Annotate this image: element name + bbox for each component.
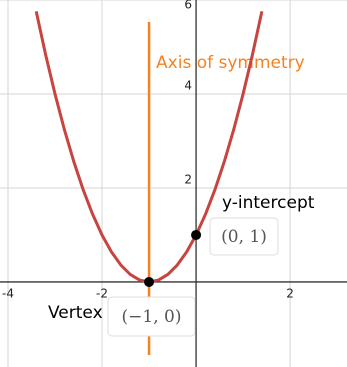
symmetry-label: Axis of symmetry (156, 53, 305, 73)
point-label: Vertex (48, 303, 103, 323)
coord-box (107, 296, 196, 337)
coord-label: (−1, 0) (122, 307, 182, 327)
point-label: y-intercept (222, 193, 315, 213)
y-tick-label: 6 (184, 0, 192, 12)
point (144, 276, 155, 287)
y-tick-label: 2 (184, 172, 192, 186)
x-tick-label: 2 (286, 286, 294, 300)
coord-box (209, 217, 279, 256)
x-tick-label: -4 (2, 286, 14, 300)
coord-label: (0, 1) (221, 227, 267, 247)
point (191, 229, 202, 240)
y-tick-label: 4 (184, 78, 192, 92)
x-tick-label: -2 (96, 286, 108, 300)
